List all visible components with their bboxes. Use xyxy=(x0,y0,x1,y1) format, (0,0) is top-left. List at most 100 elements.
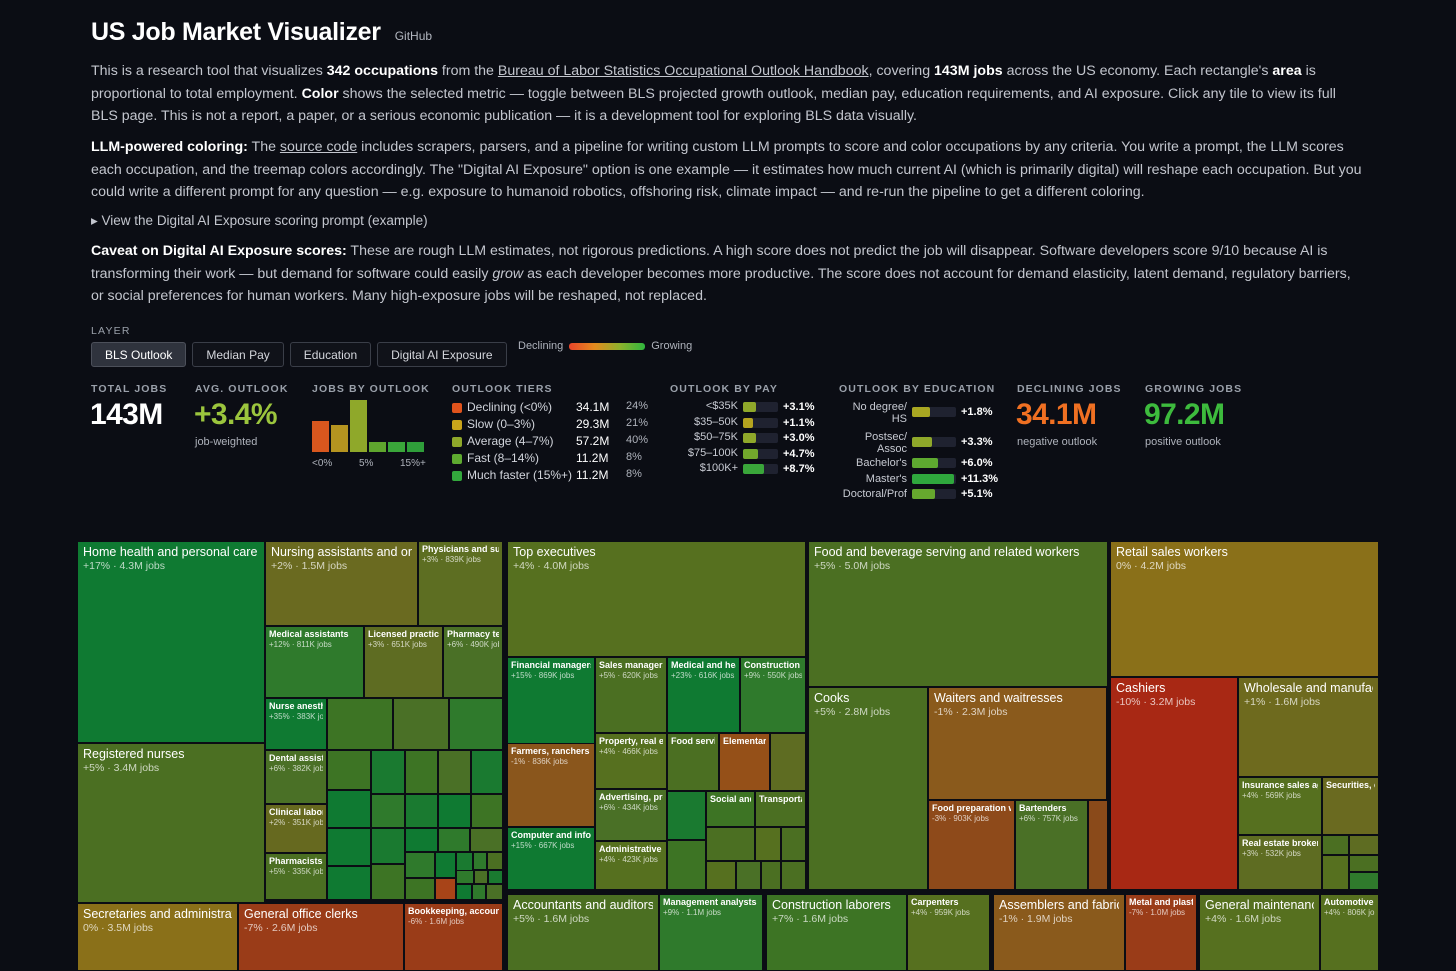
occupation-tile-small[interactable] xyxy=(327,698,393,750)
occupation-tile-small[interactable] xyxy=(327,750,371,790)
occupation-tile-small[interactable] xyxy=(393,698,449,750)
occupation-tile[interactable]: Securities, commodities sales agents xyxy=(1322,777,1379,835)
occupation-tile[interactable]: Administrative services managers+4% · 42… xyxy=(595,841,667,890)
occupation-tile[interactable]: Management analysts +9% · 1.1M jobs xyxy=(659,894,763,971)
occupation-tile[interactable]: Clinical laboratory technologists+2% · 3… xyxy=(265,804,327,853)
occupation-tile[interactable]: Cashiers -10% · 3.2M jobs xyxy=(1110,677,1238,890)
occupation-tile[interactable]: Social and community service managers xyxy=(706,791,755,827)
bls-link[interactable]: Bureau of Labor Statistics Occupational … xyxy=(497,63,869,79)
occupation-tile[interactable]: Retail sales workers 0% · 4.2M jobs xyxy=(1110,541,1379,677)
occupation-tile[interactable]: Nursing assistants and orderlies+2% · 1.… xyxy=(265,541,418,626)
occupation-tile-small[interactable] xyxy=(405,828,438,852)
occupation-tile-small[interactable] xyxy=(371,750,405,794)
occupation-tile-small[interactable] xyxy=(435,852,456,878)
occupation-tile[interactable]: Insurance sales agents+4% · 569K jobs xyxy=(1238,777,1322,835)
occupation-tile-small[interactable] xyxy=(405,750,438,794)
occupation-tile[interactable]: Waiters and waitresses -1% · 2.3M jobs xyxy=(928,687,1107,800)
occupation-tile[interactable]: Food preparation workers-3% · 903K jobs xyxy=(928,800,1015,890)
occupation-tile-small[interactable] xyxy=(471,750,503,794)
occupation-tile[interactable]: Secretaries and administrative assistant… xyxy=(77,903,238,971)
occupation-tile[interactable]: Carpenters +4% · 959K jobs xyxy=(907,894,990,971)
occupation-tile[interactable]: Home health and personal care aides+17% … xyxy=(77,541,265,743)
occupation-tile[interactable]: Medical and health services managers+23%… xyxy=(667,657,740,733)
tab-digital-ai-exposure[interactable]: Digital AI Exposure xyxy=(377,342,507,367)
occupation-tile-small[interactable] xyxy=(487,852,503,870)
occupation-tile[interactable]: Automotive service technicians+4% · 806K… xyxy=(1320,894,1379,971)
occupation-tile-small[interactable] xyxy=(667,840,706,890)
occupation-tile[interactable]: Farmers, ranchers -1% · 836K jobs xyxy=(507,743,595,827)
occupation-tile[interactable]: Bartenders +6% · 757K jobs xyxy=(1015,800,1088,890)
occupation-tile-small[interactable] xyxy=(473,852,487,870)
occupation-tile-small[interactable] xyxy=(755,827,781,861)
occupation-tile-small[interactable] xyxy=(371,828,405,864)
occupation-tile[interactable]: Food and beverage serving and related wo… xyxy=(808,541,1108,687)
occupation-tile-small[interactable] xyxy=(405,878,435,900)
occupation-tile[interactable]: Bookkeeping, accounting clerks-6% · 1.6M… xyxy=(404,903,503,971)
occupation-tile[interactable]: Nurse anesthetists+35% · 383K jobs xyxy=(265,698,327,750)
occupation-tile-small[interactable] xyxy=(438,750,471,794)
occupation-tile-small[interactable] xyxy=(706,827,755,861)
source-code-link[interactable]: source code xyxy=(279,139,358,155)
tab-education[interactable]: Education xyxy=(289,342,372,367)
occupation-tile-small[interactable] xyxy=(438,794,471,828)
occupation-tile[interactable]: Wholesale and manufacturing sales repres… xyxy=(1238,677,1379,777)
occupation-tile[interactable]: Assemblers and fabricators-1% · 1.9M job… xyxy=(993,894,1125,971)
occupation-tile-small[interactable] xyxy=(371,864,405,900)
occupation-tile-small[interactable] xyxy=(327,828,371,866)
occupation-tile-small[interactable] xyxy=(474,870,488,884)
occupation-tile-small[interactable] xyxy=(781,827,806,861)
occupation-tile[interactable]: Sales managers +5% · 620K jobs xyxy=(595,657,667,733)
occupation-tile-small[interactable] xyxy=(327,790,371,828)
occupation-tile[interactable]: Computer and information systems manager… xyxy=(507,827,595,890)
scoring-prompt-toggle[interactable]: ▸ View the Digital AI Exposure scoring p… xyxy=(91,213,428,228)
occupation-tile[interactable]: Medical assistants +12% · 811K jobs xyxy=(265,626,364,698)
occupation-tile-small[interactable] xyxy=(1349,855,1379,872)
occupation-tile-small[interactable] xyxy=(1088,800,1108,890)
occupation-tile[interactable]: Dental assistants+6% · 382K jobs xyxy=(265,750,327,804)
occupation-tile-small[interactable] xyxy=(456,870,474,884)
occupation-tile-small[interactable] xyxy=(470,828,503,852)
occupation-tile-small[interactable] xyxy=(1349,872,1379,890)
occupation-tile[interactable]: Advertising, promotions managers+6% · 43… xyxy=(595,789,667,841)
occupation-tile-small[interactable] xyxy=(1322,835,1349,855)
occupation-tile[interactable]: Cooks +5% · 2.8M jobs xyxy=(808,687,928,890)
occupation-tile-small[interactable] xyxy=(488,870,503,884)
occupation-tile[interactable]: Construction laborers +7% · 1.6M jobs xyxy=(766,894,907,971)
occupation-tile[interactable]: Registered nurses +5% · 3.4M jobs xyxy=(77,743,265,903)
occupation-tile-small[interactable] xyxy=(761,861,781,890)
tab-median-pay[interactable]: Median Pay xyxy=(192,342,284,367)
occupation-tile-small[interactable] xyxy=(327,866,371,900)
occupation-tile-small[interactable] xyxy=(371,794,405,828)
occupation-tile[interactable]: Food service managers xyxy=(667,733,719,791)
occupation-tile-small[interactable] xyxy=(1322,855,1349,890)
occupation-tile-small[interactable] xyxy=(770,733,806,791)
occupation-tile[interactable]: Accountants and auditors +5% · 1.6M jobs xyxy=(507,894,659,971)
occupation-tile-small[interactable] xyxy=(438,828,470,852)
occupation-tile[interactable]: Metal and plastic machine workers-7% · 1… xyxy=(1125,894,1197,971)
occupation-tile-small[interactable] xyxy=(449,698,503,750)
github-link[interactable]: GitHub xyxy=(394,29,433,43)
occupation-tile[interactable]: Pharmacists +5% · 335K jobs xyxy=(265,853,327,900)
occupation-tile[interactable]: Physicians and surgeons+3% · 839K jobs xyxy=(418,541,503,626)
occupation-tile-small[interactable] xyxy=(667,791,706,840)
occupation-tile[interactable]: Elementary school teachers xyxy=(719,733,770,791)
occupation-tile[interactable]: Transportation managers xyxy=(755,791,806,827)
occupation-tile-small[interactable] xyxy=(1349,835,1379,855)
occupation-tile[interactable]: Real estate brokers +3% · 532K jobs xyxy=(1238,835,1322,890)
tab-bls-outlook[interactable]: BLS Outlook xyxy=(91,342,187,367)
occupation-tile-small[interactable] xyxy=(472,884,486,900)
occupation-tile-small[interactable] xyxy=(486,884,503,900)
occupation-tile[interactable]: Top executives +4% · 4.0M jobs xyxy=(507,541,806,657)
occupation-tile-small[interactable] xyxy=(781,861,806,890)
occupation-tile-small[interactable] xyxy=(471,794,503,828)
occupation-tile-small[interactable] xyxy=(405,794,438,828)
occupation-tile[interactable]: General office clerks -7% · 2.6M jobs xyxy=(238,903,404,971)
occupation-tile[interactable]: Property, real estate managers+4% · 466K… xyxy=(595,733,667,789)
occupation-tile[interactable]: Licensed practical nurses+3% · 651K jobs xyxy=(364,626,443,698)
occupation-tile-small[interactable] xyxy=(706,861,736,890)
occupation-tile[interactable]: Pharmacy technicians+6% · 490K jobs xyxy=(443,626,503,698)
occupation-tile-small[interactable] xyxy=(736,861,761,890)
occupation-tile-small[interactable] xyxy=(405,852,435,878)
occupation-tile[interactable]: General maintenance and repair workers+4… xyxy=(1199,894,1320,971)
occupation-tile-small[interactable] xyxy=(435,878,456,900)
